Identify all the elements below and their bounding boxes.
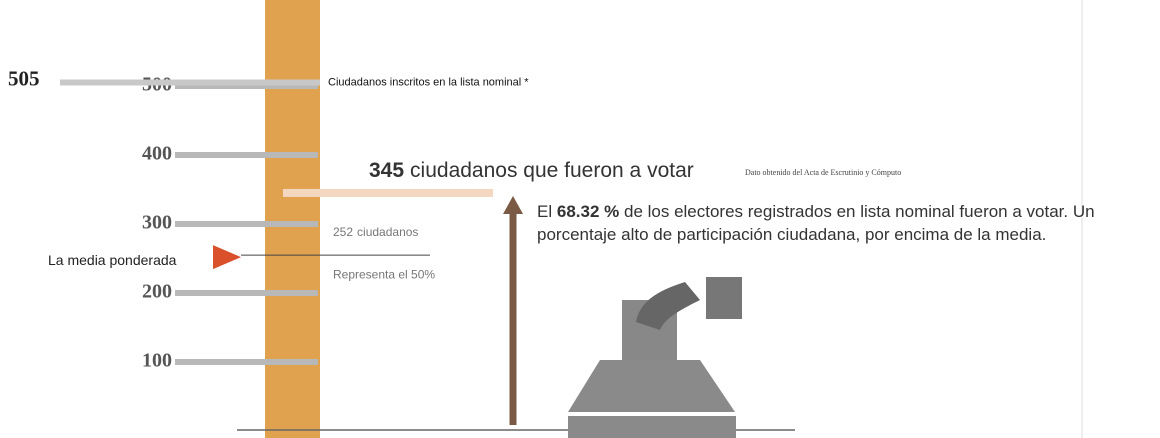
box-body [568, 416, 736, 438]
mean-label: La media ponderada [48, 252, 177, 268]
tick-label: 400 [142, 143, 172, 165]
tick-label: 200 [142, 281, 172, 303]
mean-share: Representa el 50% [333, 267, 435, 281]
hand [636, 282, 700, 330]
arrow-head [503, 196, 523, 214]
summary: El 68.32 % de los electores registrados … [537, 200, 1157, 246]
ballot-paper [706, 277, 742, 319]
tick-label: 100 [142, 350, 172, 372]
summary-text: El [537, 202, 553, 221]
ballot-icon [568, 277, 742, 438]
column [265, 0, 320, 438]
voters-value: 345 [369, 158, 404, 181]
mean-count: 252 ciudadanos [333, 225, 418, 239]
mean-marker [213, 245, 241, 270]
voters-label: ciudadanos que fueron a votar [410, 158, 694, 181]
voters-note: Dato obtenido del Acta de Escrutinio y C… [745, 168, 901, 177]
voters-text: 345 ciudadanos que fueron a votar [369, 158, 694, 181]
mean-value: 252 [333, 225, 353, 239]
voters-bar [283, 188, 493, 197]
total-value: 505 [8, 66, 40, 90]
summary-percent: 68.32 % [556, 202, 620, 221]
layer: 100200300400500505Ciudadanos inscritos e… [8, 66, 901, 371]
box-top [568, 360, 735, 412]
summary-text: de los electores registrados en lista no… [537, 202, 1095, 244]
mean-unit: ciudadanos [357, 225, 418, 239]
tick-label: 300 [142, 212, 172, 234]
total-label: Ciudadanos inscritos en la lista nominal… [328, 76, 529, 88]
